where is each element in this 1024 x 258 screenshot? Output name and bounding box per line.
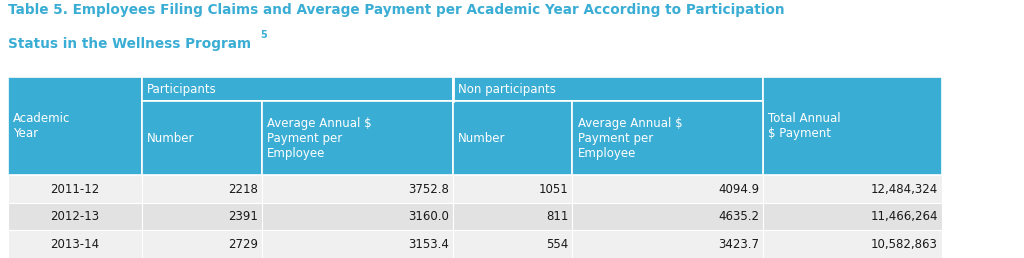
Bar bbox=[572, 101, 763, 175]
Bar bbox=[763, 230, 942, 258]
Text: 4635.2: 4635.2 bbox=[718, 210, 759, 223]
Bar bbox=[8, 203, 142, 230]
Bar bbox=[572, 230, 763, 258]
Bar bbox=[142, 77, 453, 101]
Text: Table 5. Employees Filing Claims and Average Payment per Academic Year According: Table 5. Employees Filing Claims and Ave… bbox=[8, 3, 784, 17]
Text: Average Annual $
Payment per
Employee: Average Annual $ Payment per Employee bbox=[578, 117, 682, 159]
Text: 3160.0: 3160.0 bbox=[408, 210, 449, 223]
Bar bbox=[8, 175, 142, 203]
Text: 11,466,264: 11,466,264 bbox=[870, 210, 938, 223]
Bar bbox=[262, 230, 453, 258]
Bar bbox=[453, 100, 763, 101]
Text: 2391: 2391 bbox=[228, 210, 258, 223]
Bar bbox=[142, 203, 262, 230]
Bar bbox=[142, 230, 262, 258]
Text: Non participants: Non participants bbox=[458, 83, 556, 95]
Text: 1051: 1051 bbox=[539, 183, 568, 196]
Bar bbox=[763, 77, 942, 175]
Text: 2218: 2218 bbox=[228, 183, 258, 196]
Text: Participants: Participants bbox=[147, 83, 217, 95]
Text: Status in the Wellness Program: Status in the Wellness Program bbox=[8, 37, 251, 51]
Bar bbox=[142, 175, 262, 203]
Bar bbox=[763, 175, 942, 203]
Bar bbox=[262, 175, 453, 203]
Text: 3153.4: 3153.4 bbox=[408, 238, 449, 251]
Bar bbox=[572, 203, 763, 230]
Bar bbox=[8, 77, 142, 175]
Bar bbox=[572, 175, 763, 203]
Text: 554: 554 bbox=[546, 238, 568, 251]
Text: 10,582,863: 10,582,863 bbox=[870, 238, 938, 251]
Bar bbox=[453, 230, 572, 258]
Text: Average Annual $
Payment per
Employee: Average Annual $ Payment per Employee bbox=[267, 117, 372, 159]
Text: 4094.9: 4094.9 bbox=[718, 183, 759, 196]
Bar bbox=[453, 175, 572, 203]
Text: 5: 5 bbox=[260, 30, 267, 40]
Bar bbox=[262, 203, 453, 230]
Bar bbox=[142, 101, 262, 175]
Bar bbox=[453, 101, 572, 175]
Bar bbox=[142, 100, 453, 101]
Text: Total Annual
$ Payment: Total Annual $ Payment bbox=[768, 112, 841, 140]
Text: 12,484,324: 12,484,324 bbox=[870, 183, 938, 196]
Bar bbox=[763, 203, 942, 230]
Text: Number: Number bbox=[147, 132, 195, 144]
Text: 2012-13: 2012-13 bbox=[50, 210, 99, 223]
Bar bbox=[453, 203, 572, 230]
Bar bbox=[262, 101, 453, 175]
Text: Number: Number bbox=[458, 132, 505, 144]
Text: 3423.7: 3423.7 bbox=[718, 238, 759, 251]
Text: 2013-14: 2013-14 bbox=[50, 238, 99, 251]
Bar bbox=[453, 77, 763, 101]
Text: Academic
Year: Academic Year bbox=[13, 112, 71, 140]
Text: 811: 811 bbox=[546, 210, 568, 223]
Bar bbox=[8, 230, 142, 258]
Text: 2011-12: 2011-12 bbox=[50, 183, 99, 196]
Text: 3752.8: 3752.8 bbox=[408, 183, 449, 196]
Text: 2729: 2729 bbox=[227, 238, 258, 251]
